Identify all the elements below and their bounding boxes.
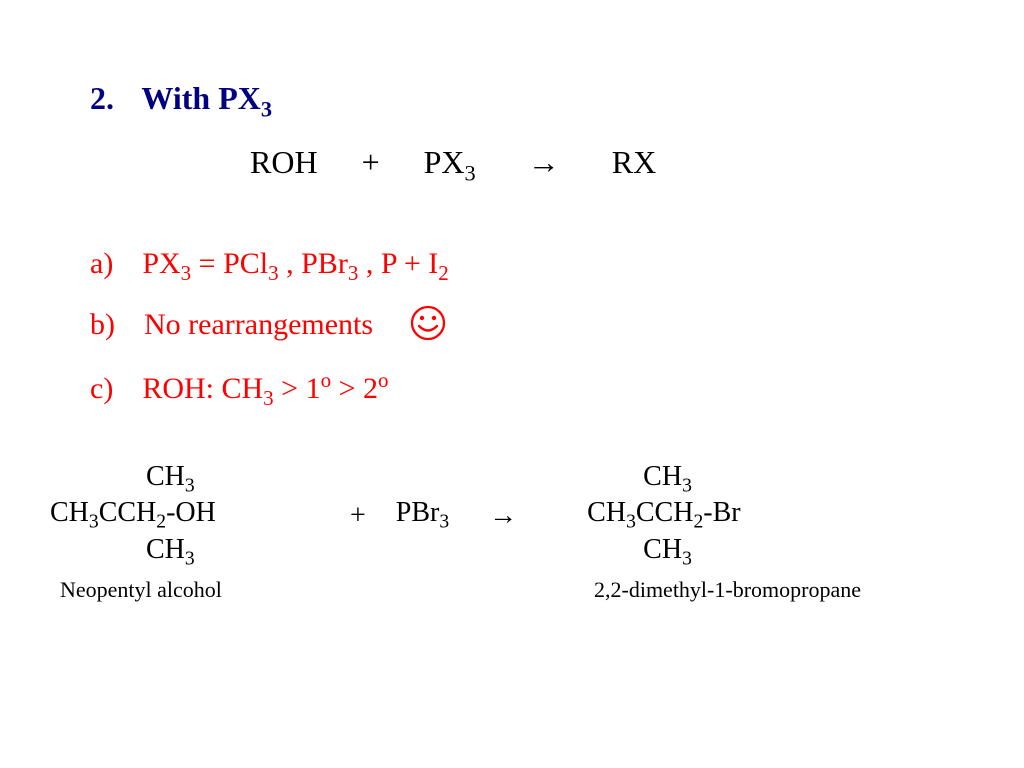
reactant-label: Neopentyl alcohol (60, 577, 340, 603)
list-a-sub0: 3 (181, 261, 192, 285)
reactant-top: CH (146, 461, 185, 492)
list-c-sup2: o (378, 368, 389, 392)
bottom-reaction: CH3 CH3CCH2-OH CH3 + PBr3 → CH3 (90, 461, 934, 603)
list-a-part0: PX (142, 247, 180, 280)
reaction-plus: + (350, 500, 366, 532)
list-c-prefix: ROH: CH (142, 372, 263, 405)
reactant-bot: CH (146, 534, 185, 565)
list-a-label: a) (90, 247, 113, 280)
heading-sub: 3 (261, 96, 272, 121)
reaction-reagent: PBr3 (396, 497, 449, 534)
reactant-mid-pre: CH (50, 497, 89, 528)
list-a-part2: , PBr (286, 247, 348, 280)
product-label: 2,2-dimethyl-1-bromopropane (594, 577, 934, 603)
product-mid-sub1: 3 (626, 512, 636, 533)
red-list: a) PX3 = PCl3 , PBr3 , P + I2 b) No rear… (90, 247, 934, 411)
reactant-mid-sub2: 2 (156, 512, 166, 533)
list-b-text: No rearrangements (144, 308, 373, 341)
list-item-c: c) ROH: CH3 > 1o > 2o (90, 368, 934, 411)
eqn-reagent: PX (424, 144, 465, 180)
eqn-plus: + (362, 144, 380, 180)
product-top: CH (643, 461, 682, 492)
reaction-arrow: → (489, 500, 517, 532)
heading-text: With PX (141, 80, 260, 116)
list-c-sup1: o (321, 368, 332, 392)
eqn-roh: ROH (250, 144, 318, 180)
product-top-sub: 3 (682, 475, 692, 496)
reactant-mid-sub1: 3 (89, 512, 99, 533)
product-bot-sub: 3 (682, 549, 692, 570)
list-c-sub1: 3 (263, 386, 274, 410)
product-structure: CH3 CH3CCH2-Br CH3 (587, 461, 817, 571)
product-mid-sub2: 2 (693, 512, 703, 533)
general-equation: ROH + PX3 → RX (250, 144, 934, 186)
product-bot: CH (643, 534, 682, 565)
list-a-part3: , P + I (366, 247, 438, 280)
eqn-arrow: → (528, 144, 560, 180)
heading-line: 2. With PX3 (90, 80, 934, 122)
reactant-mid-c: CCH (99, 497, 157, 528)
reactant-mid-suffix: -OH (166, 497, 216, 528)
product-mid-pre: CH (587, 497, 626, 528)
slide: 2. With PX3 ROH + PX3 → RX a) PX3 = PCl3… (0, 0, 1024, 768)
list-c-label: c) (90, 372, 113, 405)
reagent-text: PBr (396, 497, 440, 528)
reactant-bot-sub: 3 (185, 549, 195, 570)
eqn-product: RX (612, 144, 656, 180)
list-a-part1: = PCl (199, 247, 268, 280)
smiley-icon (409, 304, 447, 350)
list-b-label: b) (90, 308, 115, 341)
eqn-reagent-sub: 3 (465, 161, 476, 186)
reactant-top-sub: 3 (185, 475, 195, 496)
product-mid-c: CCH (636, 497, 694, 528)
list-a-sub1: 3 (268, 261, 279, 285)
reactant-structure: CH3 CH3CCH2-OH CH3 (90, 461, 320, 571)
heading-number: 2. (90, 80, 114, 116)
list-item-a: a) PX3 = PCl3 , PBr3 , P + I2 (90, 247, 934, 286)
labels-row: Neopentyl alcohol 2,2-dimethyl-1-bromopr… (90, 577, 934, 603)
reagent-sub: 3 (439, 512, 449, 533)
product-mid-suffix: -Br (703, 497, 740, 528)
list-a-sub2: 3 (348, 261, 359, 285)
list-c-gt2: > 2 (339, 372, 378, 405)
list-c-gt1: > 1 (281, 372, 320, 405)
list-item-b: b) No rearrangements (90, 304, 934, 350)
list-a-sub3: 2 (438, 261, 449, 285)
